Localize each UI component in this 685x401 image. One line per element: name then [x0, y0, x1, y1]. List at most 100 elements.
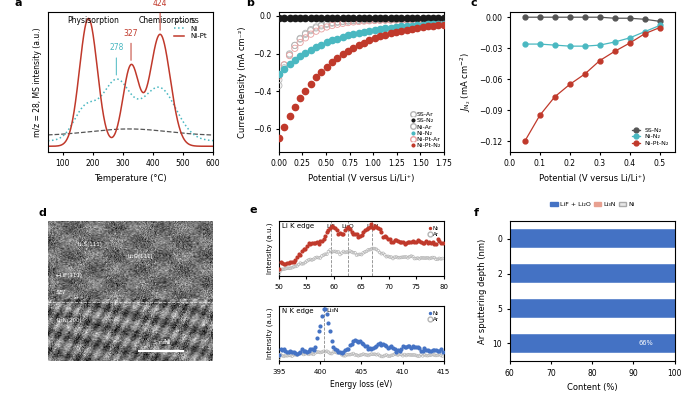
Point — [289, 45, 300, 51]
Point — [436, 346, 447, 352]
Point — [306, 346, 317, 352]
Point — [433, 16, 444, 23]
Point — [306, 81, 316, 87]
Point — [277, 352, 288, 359]
Point — [401, 16, 412, 23]
Point — [332, 18, 343, 25]
Point — [423, 16, 434, 23]
Point — [321, 229, 332, 235]
Point — [334, 350, 345, 356]
Point — [379, 233, 390, 240]
Point — [289, 14, 300, 21]
Point — [417, 255, 428, 261]
Point — [369, 26, 380, 33]
Point — [381, 352, 392, 358]
Point — [406, 26, 417, 32]
Point — [390, 24, 401, 30]
Point — [323, 320, 334, 326]
Point — [327, 37, 338, 44]
Point — [313, 240, 324, 247]
Point — [298, 351, 309, 358]
Point — [376, 353, 387, 360]
Point — [375, 14, 386, 21]
Point — [377, 341, 388, 348]
Point — [437, 239, 448, 246]
Point — [310, 350, 321, 356]
Point — [358, 17, 369, 23]
Point — [401, 16, 412, 23]
Point — [388, 255, 399, 262]
Point — [292, 350, 303, 357]
Point — [427, 21, 438, 27]
Point — [423, 14, 434, 21]
Point — [417, 239, 428, 246]
Point — [412, 344, 423, 350]
Point — [300, 350, 311, 357]
Point — [353, 17, 364, 23]
Legend: SS-N₂, Ni-N₂, Ni-Pt-N₂: SS-N₂, Ni-N₂, Ni-Pt-N₂ — [630, 125, 671, 148]
Point — [310, 25, 321, 31]
Point — [377, 353, 388, 360]
Point — [361, 248, 372, 255]
Point — [300, 30, 311, 36]
Point — [362, 352, 373, 358]
Point — [412, 14, 423, 21]
Point — [401, 14, 412, 21]
Text: c: c — [470, 0, 477, 8]
Point — [414, 353, 425, 359]
Point — [325, 350, 336, 356]
Point — [374, 226, 385, 232]
Point — [389, 237, 400, 243]
Point — [290, 350, 301, 356]
Text: d: d — [38, 208, 46, 218]
Y-axis label: m/z = 28, MS intensity (a.u.): m/z = 28, MS intensity (a.u.) — [34, 27, 42, 137]
Point — [379, 25, 390, 31]
Point — [375, 17, 386, 24]
Point — [353, 18, 364, 25]
Text: 424: 424 — [153, 0, 167, 8]
Point — [366, 246, 377, 252]
Point — [316, 313, 327, 320]
Point — [433, 16, 444, 23]
Point — [338, 348, 349, 355]
Point — [351, 338, 362, 344]
Point — [345, 342, 356, 348]
Point — [373, 351, 384, 358]
Point — [358, 17, 369, 23]
Point — [379, 14, 390, 21]
Point — [396, 28, 407, 34]
Point — [289, 104, 300, 110]
Point — [280, 352, 291, 359]
Point — [412, 16, 423, 23]
Point — [321, 311, 332, 318]
Point — [406, 16, 417, 23]
Point — [369, 35, 380, 42]
Point — [381, 342, 392, 349]
Point — [286, 264, 297, 271]
Point — [351, 252, 362, 258]
Point — [273, 82, 284, 89]
Point — [414, 238, 425, 244]
Point — [327, 20, 338, 26]
Legend: N₂, Ar: N₂, Ar — [427, 309, 441, 324]
Text: Ni: Ni — [164, 339, 171, 345]
Point — [273, 355, 284, 362]
Point — [314, 255, 325, 261]
Point — [369, 16, 380, 23]
Point — [353, 352, 364, 359]
Point — [386, 343, 397, 350]
Point — [333, 231, 344, 237]
Point — [412, 16, 423, 23]
Point — [312, 349, 323, 355]
Point — [385, 17, 396, 23]
Point — [404, 239, 415, 246]
Point — [282, 352, 292, 359]
Point — [438, 14, 449, 21]
Point — [364, 223, 375, 230]
Y-axis label: Ar sputtering depth (nm): Ar sputtering depth (nm) — [478, 239, 487, 344]
Point — [390, 349, 401, 355]
Point — [342, 224, 353, 230]
Point — [422, 346, 433, 353]
Point — [406, 253, 416, 259]
Point — [298, 348, 309, 354]
